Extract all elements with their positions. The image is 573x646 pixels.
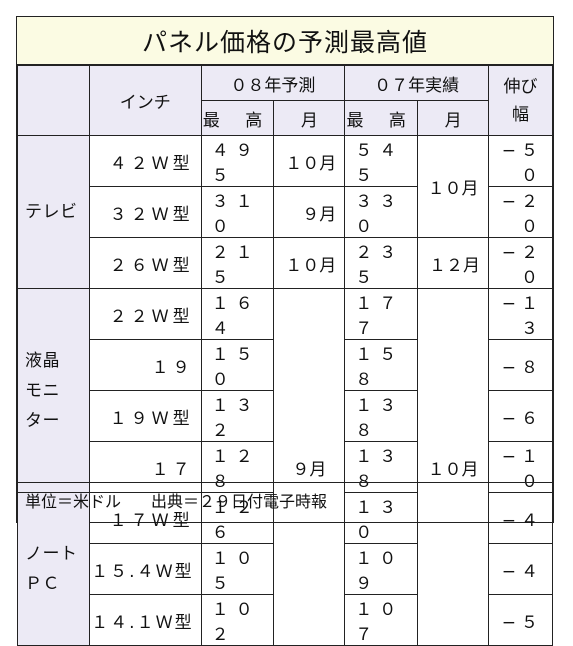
cell-forecast-max: ２１５ xyxy=(200,237,275,289)
cell-size: ２６Ｗ型 xyxy=(88,237,202,289)
cell-size: １４.１Ｗ型 xyxy=(88,594,202,646)
header-inch: インチ xyxy=(88,65,202,136)
subheader-actual-month: 月 xyxy=(417,100,489,136)
cell-actual-max: ２３５ xyxy=(344,237,419,289)
header-change: 伸び 幅 xyxy=(487,65,554,136)
cell-actual-month: １２月 xyxy=(417,237,489,289)
cell-size: ２２Ｗ型 xyxy=(88,288,202,340)
cell-change: −４ xyxy=(487,543,554,595)
cell-actual-max: ５４５ xyxy=(344,135,419,187)
table-row: ２６Ｗ型 ２１５ １０月 ２３５ １２月 −２０ xyxy=(18,237,554,289)
cell-change: −５０ xyxy=(487,135,554,187)
cell-forecast-max: １３２ xyxy=(200,390,275,442)
group-label-tv: テレビ xyxy=(17,135,90,289)
cell-change: −５ xyxy=(487,594,554,646)
table-row: １９Ｗ型 １３２ １３８ −６ xyxy=(18,390,554,442)
subheader-forecast-month: 月 xyxy=(273,100,346,136)
cell-forecast-month: １０月 xyxy=(273,135,346,187)
unit-note: 単位＝米ドル xyxy=(25,492,122,511)
table-row: ３２Ｗ型 ３１０ ９月 ３３０ −２０ xyxy=(18,186,554,238)
cell-forecast-max: ４９５ xyxy=(200,135,275,187)
cell-forecast-max: ３１０ xyxy=(200,186,275,238)
header-actual-07: ０７年実績 xyxy=(344,65,489,101)
cell-forecast-month-merged: ９月 xyxy=(273,288,346,646)
cell-change: −６ xyxy=(487,390,554,442)
table-subheader-row: 最 高 月 最 高 月 xyxy=(18,100,553,136)
cell-actual-max: １５８ xyxy=(344,339,419,391)
cell-change: −２０ xyxy=(487,237,554,289)
cell-size: １５.４Ｗ型 xyxy=(88,543,202,595)
cell-forecast-max: １５０ xyxy=(200,339,275,391)
subheader-actual-max: 最 高 xyxy=(344,100,419,136)
table-row: １９ １５０ １５８ −８ xyxy=(18,339,554,391)
cell-actual-max: １０７ xyxy=(344,594,419,646)
cell-size: １９Ｗ型 xyxy=(88,390,202,442)
table-footer: 単位＝米ドル 出典＝２９日付電子時報 xyxy=(17,482,553,522)
cell-size: １７Ｗ型 xyxy=(88,492,202,544)
group-label-lcd-monitor: 液晶 モニ ター xyxy=(17,288,90,493)
table-row: テレビ ４２Ｗ型 ４９５ １０月 ５４５ １０月 −５０ xyxy=(17,135,554,289)
cell-actual-max: １３０ xyxy=(344,492,419,544)
cell-actual-max: １３８ xyxy=(344,390,419,442)
cell-forecast-month: １０月 xyxy=(273,237,346,289)
cell-size: ４２Ｗ型 xyxy=(88,135,202,187)
cell-forecast-max: １６４ xyxy=(200,288,275,340)
cell-forecast-max: １０５ xyxy=(200,543,275,595)
cell-actual-max: ３３０ xyxy=(344,186,419,238)
cell-size: １７ xyxy=(88,441,202,493)
header-forecast-08: ０８年予測 xyxy=(200,65,346,101)
cell-forecast-max: １２６ xyxy=(200,492,275,544)
cell-actual-month-tv-merged: １０月 xyxy=(417,135,489,238)
table-header-row: インチ ０８年予測 ０７年実績 伸び 幅 xyxy=(17,65,554,136)
cell-actual-max: １７７ xyxy=(344,288,419,340)
cell-size: １９ xyxy=(88,339,202,391)
cell-forecast-month: ９月 xyxy=(273,186,346,238)
table-row: 液晶 モニ ター ２２Ｗ型 １６４ ９月 １７７ １０月 −１３ xyxy=(17,288,554,646)
cell-size: ３２Ｗ型 xyxy=(88,186,202,238)
header-blank xyxy=(17,65,90,136)
cell-change: −８ xyxy=(487,339,554,391)
price-table: インチ ０８年予測 ０７年実績 伸び 幅 最 高 月 最 高 月 テレビ ４２Ｗ… xyxy=(17,65,554,646)
panel-price-table-card: パネル価格の予測最高値 インチ ０８年予測 ０７年実績 伸び 幅 最 高 月 最… xyxy=(16,16,554,646)
cell-actual-max: １３８ xyxy=(344,441,419,493)
subheader-forecast-max: 最 高 xyxy=(200,100,275,136)
cell-actual-month-merged: １０月 xyxy=(417,288,489,646)
cell-change: −１３ xyxy=(487,288,554,340)
page-title: パネル価格の予測最高値 xyxy=(17,17,553,65)
cell-change: −２０ xyxy=(487,186,554,238)
source-note: 出典＝２９日付電子時報 xyxy=(151,492,328,511)
cell-actual-max: １０９ xyxy=(344,543,419,595)
cell-forecast-max: １０２ xyxy=(200,594,275,646)
